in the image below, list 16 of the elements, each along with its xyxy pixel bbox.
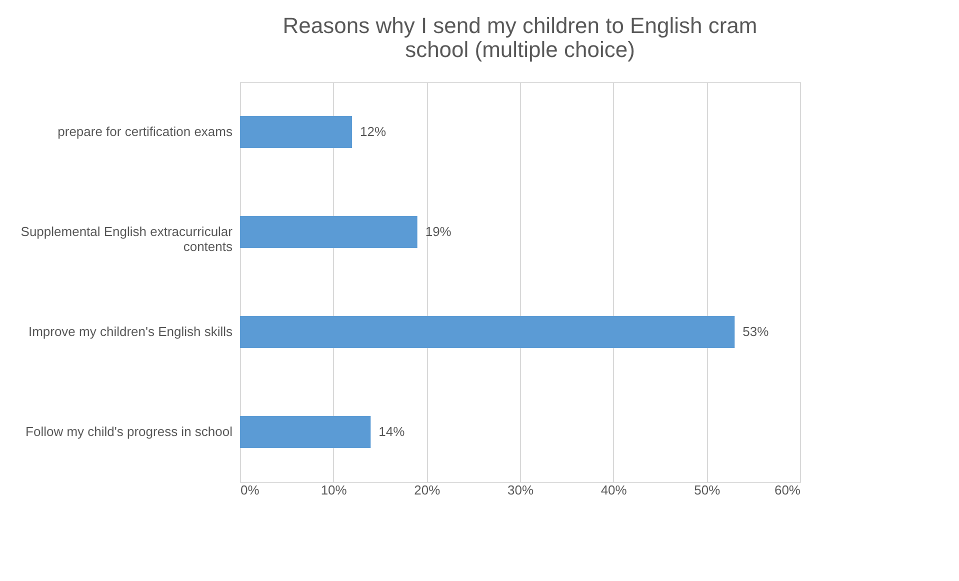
- x-tick-label: 20%: [414, 482, 441, 498]
- x-tick-label: 40%: [600, 482, 628, 498]
- data-label: 14%: [378, 424, 406, 439]
- y-tick-label: Follow my child's progress in school: [26, 424, 233, 439]
- data-label: 12%: [360, 124, 386, 139]
- x-tick-label: 30%: [507, 482, 534, 498]
- y-tick-label: Improve my children's English skills: [28, 324, 233, 339]
- chart-title: Reasons why I send my children to English cram school (multiple choice): [282, 13, 758, 62]
- x-tick-label: 50%: [694, 482, 721, 498]
- x-tick-label: 0%: [240, 482, 260, 498]
- x-tick-label: 10%: [320, 482, 348, 498]
- y-tick-label: prepare for certification exams: [58, 124, 233, 139]
- data-label: 53%: [742, 324, 770, 339]
- x-tick-label: 60%: [774, 482, 801, 498]
- y-tick-label: Supplemental English extracurricular contents: [20, 224, 234, 254]
- data-label: 19%: [425, 224, 452, 239]
